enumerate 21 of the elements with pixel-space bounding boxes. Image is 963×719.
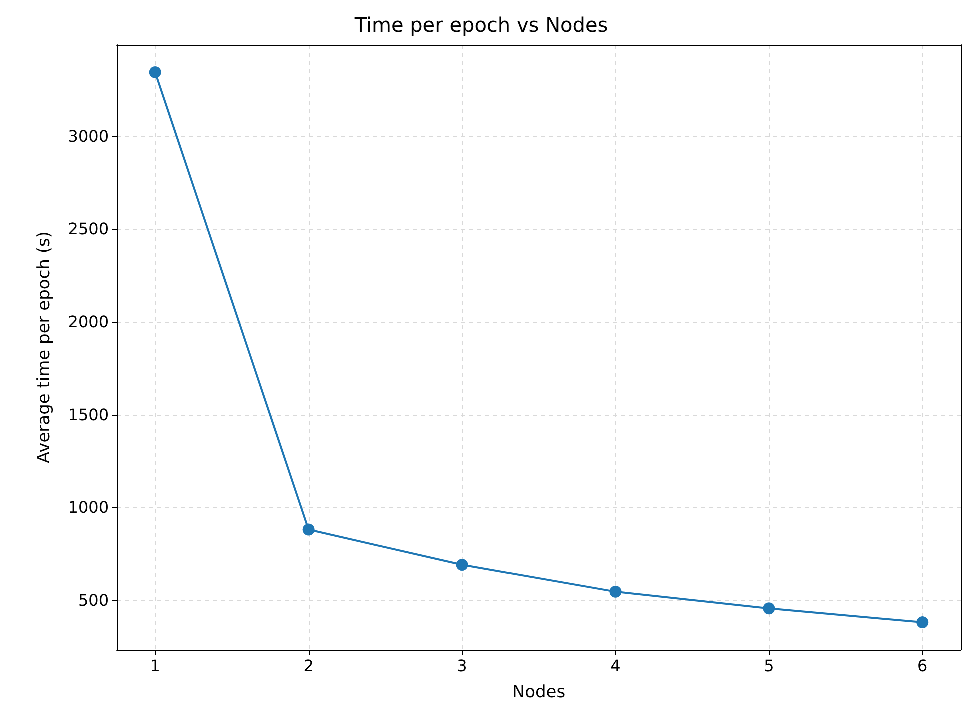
y-axis-title: Average time per epoch (s) bbox=[34, 232, 54, 464]
y-tick-label: 1000 bbox=[68, 498, 109, 518]
x-tick-label: 4 bbox=[610, 656, 621, 676]
x-tick-label: 6 bbox=[918, 656, 928, 676]
x-tick-label: 3 bbox=[457, 656, 468, 676]
point bbox=[149, 66, 162, 78]
point bbox=[302, 524, 315, 536]
y-tick-label: 500 bbox=[78, 590, 109, 610]
x-tick-label: 5 bbox=[764, 656, 774, 676]
y-tick-label: 3000 bbox=[68, 126, 109, 146]
chart-title: Time per epoch vs Nodes bbox=[354, 13, 608, 37]
point bbox=[610, 586, 622, 598]
x-tick-label: 2 bbox=[304, 656, 314, 676]
point bbox=[916, 616, 929, 629]
y-tick-label: 2000 bbox=[68, 312, 109, 332]
y-tick-label: 2500 bbox=[68, 220, 109, 239]
x-tick-label: 1 bbox=[150, 656, 160, 676]
x-axis-title: Nodes bbox=[512, 682, 566, 702]
y-tick-label: 1500 bbox=[68, 405, 109, 424]
point bbox=[456, 559, 468, 572]
point bbox=[763, 602, 776, 615]
